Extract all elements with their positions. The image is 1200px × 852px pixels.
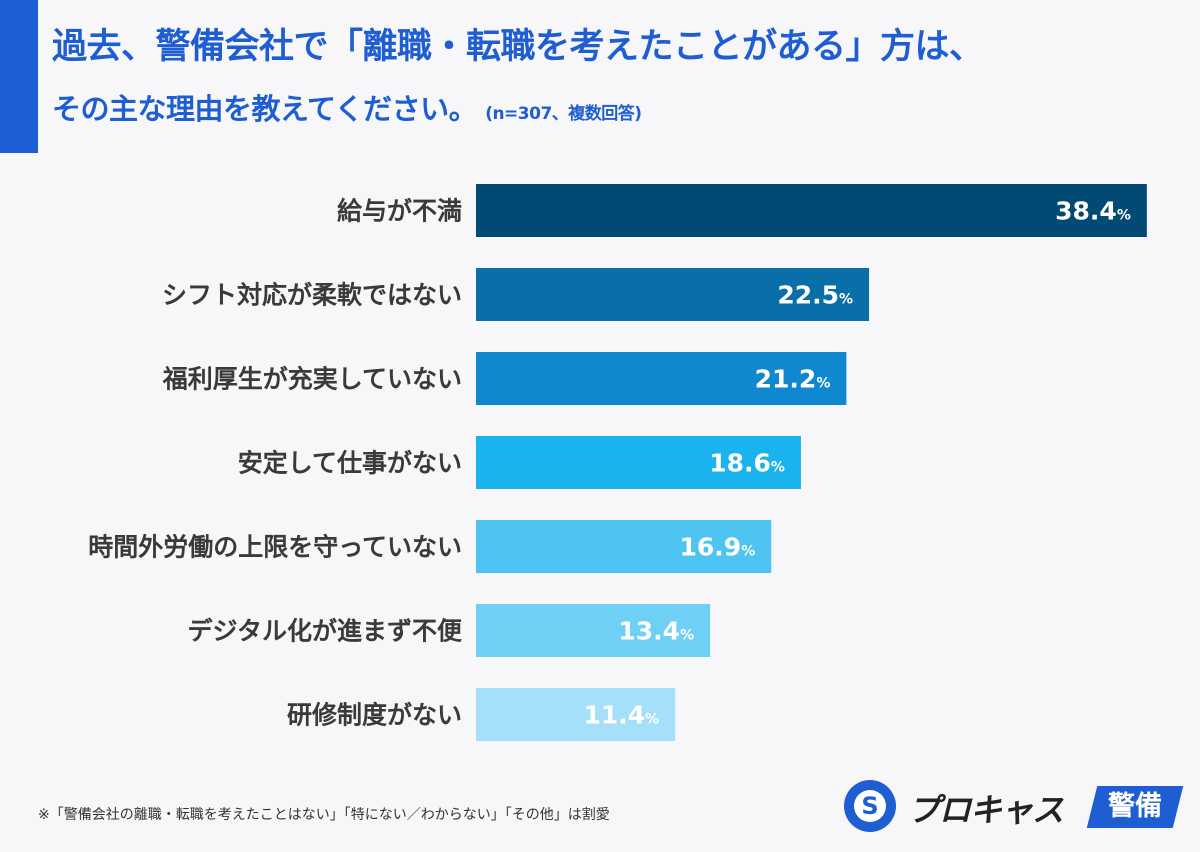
footnote: ※「警備会社の離職・転職を考えたことはない」「特にない／わからない」「その他」は… (38, 807, 610, 823)
category-label-4: 安定して仕事がない (238, 449, 462, 478)
logo-tag-text: 警備 (1108, 791, 1162, 822)
bar-5 (476, 520, 772, 573)
value-label-3: 21.2% (755, 365, 831, 394)
bar-2 (476, 268, 870, 321)
logo-mark-glyph: S (861, 792, 879, 820)
value-label-6: 13.4% (618, 617, 694, 646)
logo-tag-badge: 警備 (1086, 786, 1184, 828)
value-label-1: 38.4% (1055, 197, 1131, 226)
logo-mark-icon: S (844, 780, 896, 832)
value-label-2: 22.5% (777, 281, 853, 310)
value-label-5: 16.9% (680, 533, 756, 562)
category-label-5: 時間外労働の上限を守っていない (88, 533, 462, 562)
bar-7 (476, 688, 676, 741)
value-label-4: 18.6% (709, 449, 785, 478)
value-label-7: 11.4% (583, 701, 659, 730)
category-label-1: 給与が不満 (337, 197, 462, 226)
brand-logo: S プロキャス 警備 (836, 778, 1184, 834)
page-subtitle: その主な理由を教えてください。 (n=307、複数回答) (52, 86, 642, 128)
category-label-3: 福利厚生が充実していない (162, 365, 462, 394)
page-title: 過去、警備会社で「離職・転職を考えたことがある」方は、 (52, 27, 984, 67)
bar-4 (476, 436, 801, 489)
category-label-2: シフト対応が柔軟ではない (162, 281, 462, 310)
bar-1 (476, 184, 1147, 237)
category-label-7: 研修制度がない (287, 701, 462, 730)
bar-6 (476, 604, 711, 657)
bar-3 (476, 352, 847, 405)
logo-wordmark: プロキャス (908, 791, 1064, 829)
header-accent-bar (0, 0, 38, 153)
sample-note: (n=307、複数回答) (485, 104, 642, 124)
category-label-6: デジタル化が進まず不便 (187, 617, 463, 646)
subtitle-text: その主な理由を教えてください。 (52, 92, 478, 126)
